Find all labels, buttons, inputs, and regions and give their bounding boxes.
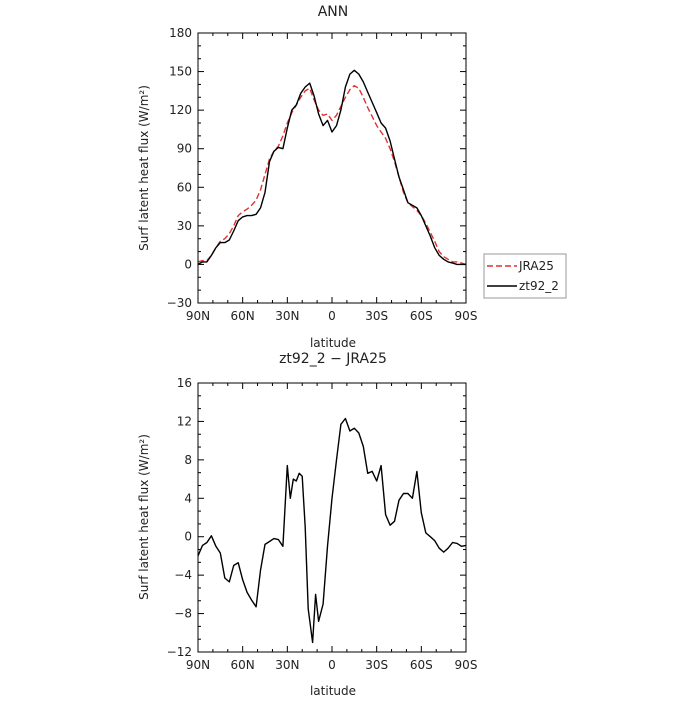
top-y-tick-label: 120 [169,103,192,117]
bottom-chart: zt92_2 − JRA25 latitude Surf latent heat… [137,351,477,698]
top-series-line-0 [197,85,467,266]
bottom-y-tick-label: −4 [174,568,192,582]
legend-box [483,253,567,299]
top-plot-frame [197,32,467,304]
bottom-chart-title: zt92_2 − JRA25 [279,351,387,367]
top-series-group [197,69,467,266]
bottom-plot-frame [197,382,467,653]
bottom-axis-ticks: 90N 60N 30N 0 30S 60S 90S −12 −8 −4 0 4 8 12 16 [167,376,478,672]
top-y-tick-label: 90 [177,142,192,156]
bottom-x-tick-label: 60S [410,658,433,672]
legend-label-zt92-2: zt92_2 [519,279,559,293]
top-x-tick-label: 30N [275,309,299,323]
bottom-y-tick-label: 0 [184,530,192,544]
top-chart: ANN latitude Surf latent heat flux (W/m²… [137,4,477,350]
top-x-tick-label: 90N [186,309,210,323]
bottom-y-tick-label: 8 [184,453,192,467]
bottom-series-group [197,417,467,644]
bottom-y-tick-label: 16 [177,376,192,390]
top-y-axis-label: Surf latent heat flux (W/m²) [137,85,151,251]
bottom-series-line-0 [197,417,467,644]
top-x-tick-label: 60N [231,309,255,323]
bottom-x-tick-label: 90N [186,658,210,672]
bottom-y-tick-label: −8 [174,607,192,621]
bottom-x-tick-label: 0 [328,658,336,672]
top-y-tick-label: −30 [167,296,192,310]
bottom-x-tick-label: 60N [231,658,255,672]
bottom-x-tick-label: 30N [275,658,299,672]
top-y-tick-label: 150 [169,65,192,79]
top-x-tick-label: 0 [328,309,336,323]
top-y-tick-label: 180 [169,26,192,40]
bottom-y-tick-label: 12 [177,414,192,428]
top-series-line-1 [197,69,466,266]
top-chart-title: ANN [318,4,349,20]
top-x-axis-label: latitude [310,336,356,350]
top-x-tick-label: 60S [410,309,433,323]
bottom-x-tick-label: 30S [365,658,388,672]
bottom-x-tick-label: 90S [455,658,478,672]
legend-label-jra25: JRA25 [518,259,554,273]
bottom-y-tick-label: −12 [167,645,192,659]
bottom-y-axis-label: Surf latent heat flux (W/m²) [137,434,151,600]
bottom-x-axis-label: latitude [310,684,356,698]
legend: JRA25 zt92_2 [483,253,567,299]
top-y-tick-label: 0 [184,257,192,271]
bottom-y-tick-label: 4 [184,491,192,505]
top-y-tick-label: 60 [177,180,192,194]
top-axis-ticks: 90N 60N 30N 0 30S 60S 90S −30 0 30 60 90 120 150 180 [167,26,478,323]
top-x-tick-label: 30S [365,309,388,323]
top-x-tick-label: 90S [455,309,478,323]
top-y-tick-label: 30 [177,219,192,233]
